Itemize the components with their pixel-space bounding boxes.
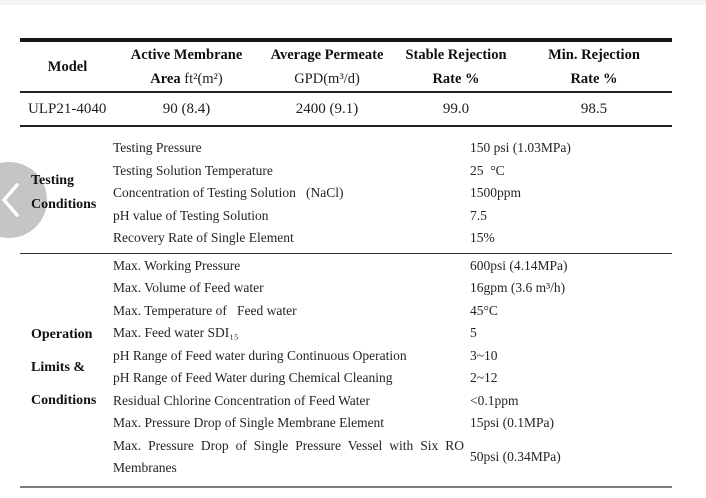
model-min-rate-value: 98.5 <box>580 100 608 117</box>
model-name: ULP21-4040 <box>28 100 107 117</box>
param-value: 600psi (4.14MPa) <box>470 257 568 273</box>
param-value: 25 °C <box>470 162 505 178</box>
param-name: pH Range of Feed Water during Chemical C… <box>113 370 393 385</box>
header-model: Model <box>47 58 88 75</box>
param-name: Max. Feed water SDI₁₅ <box>113 325 239 340</box>
header-stable-rejection: Stable Rejection Rate % <box>405 46 507 87</box>
param-value: 7.5 <box>470 207 487 223</box>
header-active-membrane-area: Active Membrane Area ft²(m²) <box>130 46 243 87</box>
param-name: pH value of Testing Solution <box>113 207 269 223</box>
param-name: Max. Working Pressure <box>113 257 241 273</box>
param-value: 2~12 <box>470 370 498 385</box>
model-data-row: ULP21-4040 90 (8.4) 2400 (9.1) 99.0 98.5 <box>20 93 672 127</box>
param-value: 45°C <box>470 302 498 318</box>
param-name: pH Range of Feed water during Continuous… <box>113 347 407 363</box>
testing-conditions-label: Testing Conditions <box>31 173 97 213</box>
param-name: Concentration of Testing Solution (NaCl) <box>113 185 344 200</box>
header-min-rejection: Min. Rejection Rate % <box>548 46 640 87</box>
model-permeate-value: 2400 (9.1) <box>295 100 359 117</box>
operation-limits-label: Operation Limits & Conditions <box>31 326 97 408</box>
param-value: 1500ppm <box>470 185 522 200</box>
param-name: Max. Pressure Drop of Single Pressure Ve… <box>113 437 468 476</box>
model-stable-rate-value: 99.0 <box>442 100 470 117</box>
param-name: Testing Solution Temperature <box>113 162 273 178</box>
operation-limits-section: Operation Limits & Conditions Max. Worki… <box>20 254 672 488</box>
header-average-permeate: Average Permeate GPD(m³/d) <box>270 46 384 87</box>
param-value: 50psi (0.34MPa) <box>470 448 561 464</box>
model-area-value: 90 (8.4) <box>162 100 211 117</box>
param-value: 16gpm (3.6 m³/h) <box>470 280 566 295</box>
param-name: Testing Pressure <box>113 140 202 155</box>
param-value: 150 psi (1.03MPa) <box>470 140 571 155</box>
datasheet-table: Model Active Membrane Area ft²(m²) Avera… <box>20 38 672 488</box>
param-name: Residual Chlorine Concentration of Feed … <box>113 392 370 408</box>
param-value: 5 <box>470 325 477 340</box>
page-top-edge <box>0 0 706 5</box>
carousel-prev-button[interactable] <box>0 162 47 238</box>
param-name: Max. Temperature of Feed water <box>113 302 297 318</box>
param-name: Recovery Rate of Single Element <box>113 230 294 245</box>
param-value: <0.1ppm <box>470 392 519 408</box>
param-value: 15psi (0.1MPa) <box>470 415 554 430</box>
testing-conditions-section: Testing Conditions Testing Pressure 150 … <box>20 127 672 254</box>
param-value: 3~10 <box>470 347 498 363</box>
param-name: Max. Pressure Drop of Single Membrane El… <box>113 415 385 430</box>
param-name: Max. Volume of Feed water <box>113 280 264 295</box>
chevron-left-icon <box>2 183 19 217</box>
param-value: 15% <box>470 230 495 245</box>
table-header-row: Model Active Membrane Area ft²(m²) Avera… <box>20 42 672 93</box>
